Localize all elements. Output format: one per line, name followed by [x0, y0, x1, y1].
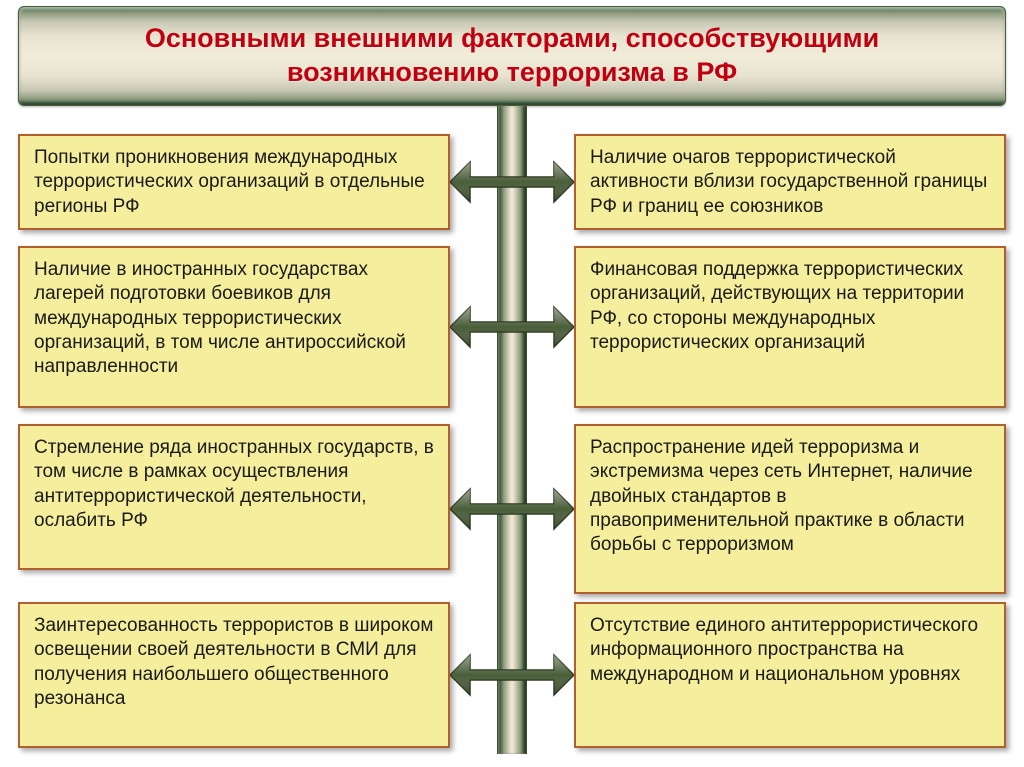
factor-text: Заинтересованность террористов в широком… — [34, 614, 434, 711]
factor-box-right-1: Наличие очагов террористической активнос… — [574, 134, 1006, 230]
factor-box-left-4: Заинтересованность террористов в широком… — [18, 602, 450, 748]
factor-text: Наличие в иностранных государствах лагер… — [34, 258, 434, 380]
factor-text: Распространение идей терроризма и экстре… — [590, 436, 990, 558]
factor-box-left-1: Попытки проникновения международных терр… — [18, 134, 450, 230]
factor-box-right-3: Распространение идей терроризма и экстре… — [574, 424, 1006, 594]
double-arrow-icon — [450, 487, 574, 531]
title-text: Основными внешними факторами, способству… — [49, 22, 975, 90]
double-arrow-icon — [450, 160, 574, 204]
factor-box-left-3: Стремление ряда иностранных государств, … — [18, 424, 450, 570]
double-arrow-icon — [450, 653, 574, 697]
factor-text: Попытки проникновения международных терр… — [34, 146, 434, 219]
factor-text: Наличие очагов террористической активнос… — [590, 146, 990, 219]
factor-box-right-4: Отсутствие единого антитеррористического… — [574, 602, 1006, 748]
factor-box-right-2: Финансовая поддержка террористических ор… — [574, 246, 1006, 408]
factor-text: Отсутствие единого антитеррористического… — [590, 614, 990, 687]
factor-text: Стремление ряда иностранных государств, … — [34, 436, 434, 533]
double-arrow-icon — [450, 305, 574, 349]
title-bar: Основными внешними факторами, способству… — [18, 6, 1006, 106]
factor-text: Финансовая поддержка террористических ор… — [590, 258, 990, 355]
factor-box-left-2: Наличие в иностранных государствах лагер… — [18, 246, 450, 408]
